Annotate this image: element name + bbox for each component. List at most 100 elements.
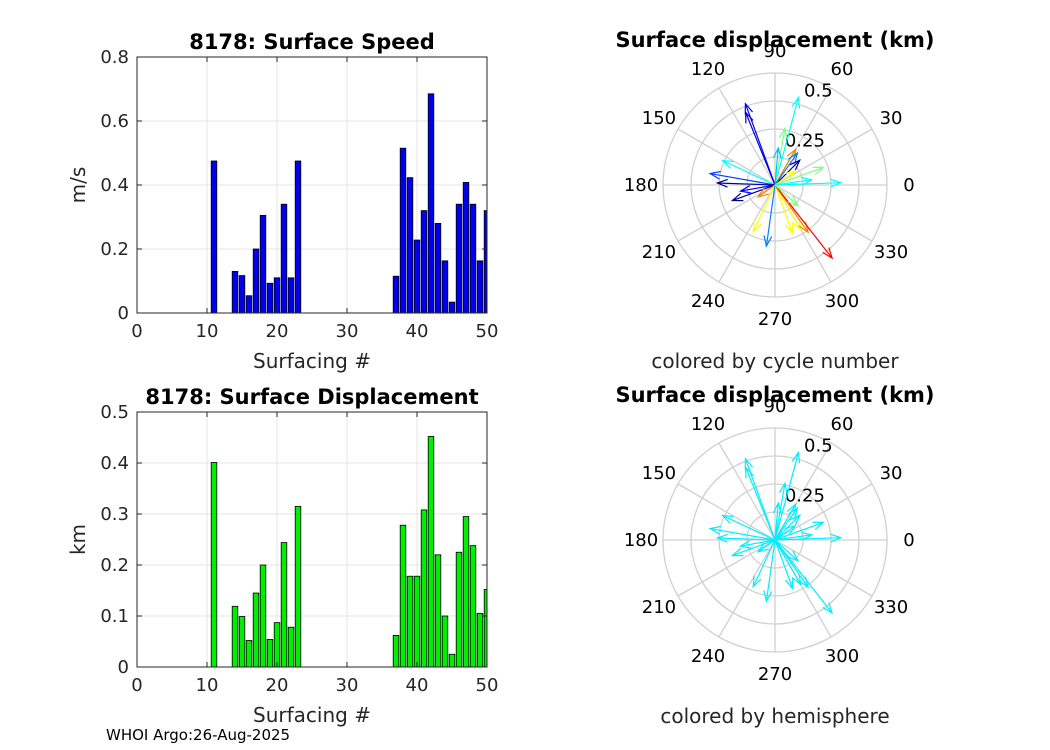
compass-cycle-plot: 0 30 60 90 120 150 180 210 240 270 300 330 0.25 0.5 Su… [615,28,934,373]
bar [455,203,463,314]
bar [259,564,267,668]
bar [231,270,239,314]
bar [399,147,407,314]
angle-tick-label: 30 [880,108,903,129]
arrow-head [787,550,800,562]
bar [266,282,274,314]
arrow-head [763,235,773,248]
displacement-arrow [730,184,776,202]
bar [266,639,274,668]
arrow-shaft [717,537,776,541]
displacement-arrow [756,184,776,198]
bar [476,613,484,668]
angle-spoke [718,539,776,638]
arrow-shaft [732,539,776,557]
arrow-head [708,525,721,535]
bar [231,605,239,668]
arrow-shaft [722,160,776,186]
arrow-head [730,192,744,202]
angle-tick-label: 270 [758,309,792,330]
displacement-arrow [730,539,776,557]
y-tick-label: 0.8 [100,47,129,68]
displacement-arrow [774,521,826,541]
arrow-head [721,159,734,169]
displacement-arrow [756,539,776,553]
footer-credit: WHOI Argo:26-Aug-2025 [106,726,291,744]
angle-spoke [718,184,776,283]
angle-tick-label: 210 [642,597,676,618]
bar [462,516,470,668]
angle-tick-label: 240 [691,291,725,312]
arrow-shaft [752,184,776,232]
x-tick-label: 40 [406,675,429,696]
x-tick-label: 30 [336,321,359,342]
displacement-arrow [715,178,776,188]
arrow-head [752,220,762,234]
arrow-shaft [774,184,794,234]
bar [448,653,456,668]
angle-tick-label: 90 [764,396,787,417]
arrow-shaft [774,521,824,541]
arrow-head [822,247,834,260]
bar [448,301,456,314]
arrow-head [756,187,769,198]
chart-title: 8178: Surface Displacement [145,385,478,409]
arrow-head [763,590,773,603]
y-tick-label: 0.3 [100,504,129,525]
bar [273,622,281,668]
arrow-head [798,576,810,589]
arrow-shaft [774,502,779,541]
displacement-arrow [774,450,801,541]
bar [420,509,428,668]
angle-tick-label: 240 [691,646,725,667]
bar [245,295,253,314]
displacement-arrow [745,465,776,541]
bar [399,524,407,668]
displacement-arrow [763,184,776,248]
x-tick-label: 40 [406,321,429,342]
bar [406,575,414,668]
arrow-head [744,457,754,470]
bar [427,93,435,314]
y-tick-label: 0.2 [100,555,129,576]
displacement-arrow [745,110,776,186]
angle-tick-label: 270 [758,664,792,685]
bar [238,275,246,314]
arrow-shaft [774,507,798,541]
angle-tick-label: 210 [642,242,676,263]
arrow-head [791,573,802,587]
displacement-arrow [752,539,776,589]
arrow-head [798,221,810,234]
arrow-head [791,450,801,464]
compass-subtitle: colored by hemisphere [660,704,889,728]
arrow-head [822,602,834,615]
bar [462,182,470,314]
arrow-shaft [774,182,841,186]
displacement-arrow [772,146,782,186]
arrow-head [738,539,752,549]
x-tick-label: 0 [131,675,142,696]
compass-title: Surface displacement (km) [615,28,934,52]
bar [252,592,260,668]
arrow-shaft [774,166,824,186]
arrow-shaft [774,539,799,562]
arrow-head [785,222,794,236]
arrow-head [772,146,782,159]
arrow-shaft [740,184,776,192]
arrow-head [785,577,794,591]
arrow-shaft [757,539,776,553]
arrow-shaft [732,184,776,202]
arrow-head [789,514,801,526]
arrow-head [830,533,843,543]
displacement-arrow [772,501,782,541]
angle-tick-label: 120 [691,59,725,80]
bar [238,616,246,668]
angle-tick-label: 150 [642,463,676,484]
angle-tick-label: 120 [691,414,725,435]
x-tick-label: 10 [196,321,219,342]
displacement-arrow [774,151,799,186]
bar [455,551,463,668]
displacement-arrow [774,539,800,562]
x-tick-label: 50 [476,321,499,342]
angle-tick-label: 150 [642,108,676,129]
